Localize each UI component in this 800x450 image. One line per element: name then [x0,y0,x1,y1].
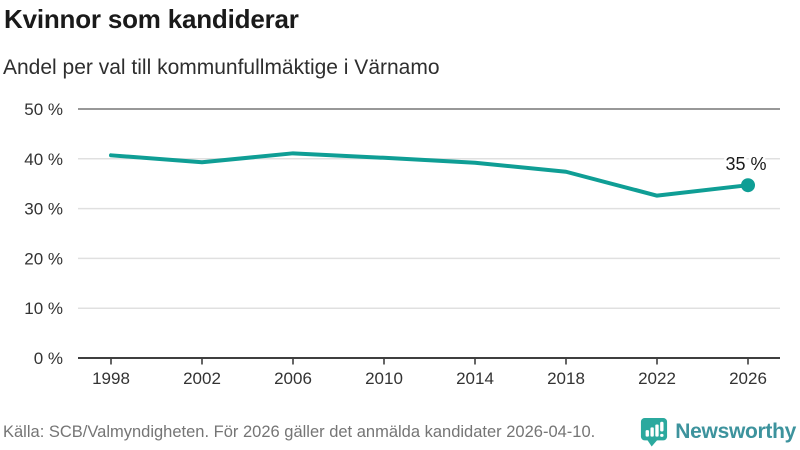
x-tick-label: 2014 [456,369,494,388]
x-tick-label: 2026 [729,369,767,388]
x-tick-label: 2002 [183,369,221,388]
y-tick-label: 50 % [24,100,63,119]
chart-subtitle: Andel per val till kommunfullmäktige i V… [3,56,440,79]
newsworthy-speech-bubble-chart-icon [641,418,668,447]
chart-title: Kvinnor som kandiderar [4,4,299,34]
trend-line [109,151,750,198]
x-tick-label: 2022 [638,369,676,388]
x-tick-label: 1998 [92,369,130,388]
chart-footer: Källa: SCB/Valmyndigheten. För 2026 gäll… [3,416,796,448]
y-tick-label: 20 % [24,249,63,268]
end-point-label: 35 % [725,154,766,174]
y-tick-label: 40 % [24,150,63,169]
x-tick-label: 2010 [365,369,403,388]
newsworthy-logo: Newsworthy [640,417,796,447]
line-chart: 0 % 10 % 20 % 30 % 40 % 50 % 1998 2002 2006 2010 2… [24,100,780,388]
y-tick-label: 10 % [24,299,63,318]
newsworthy-wordmark: Newsworthy [675,420,796,443]
y-tick-label: 0 % [34,349,63,368]
y-tick-label: 30 % [24,200,63,219]
end-point-marker [741,178,755,193]
source-note: Källa: SCB/Valmyndigheten. För 2026 gäll… [3,422,596,441]
x-tick-label: 2006 [274,369,312,388]
x-tick-label: 2018 [547,369,585,388]
